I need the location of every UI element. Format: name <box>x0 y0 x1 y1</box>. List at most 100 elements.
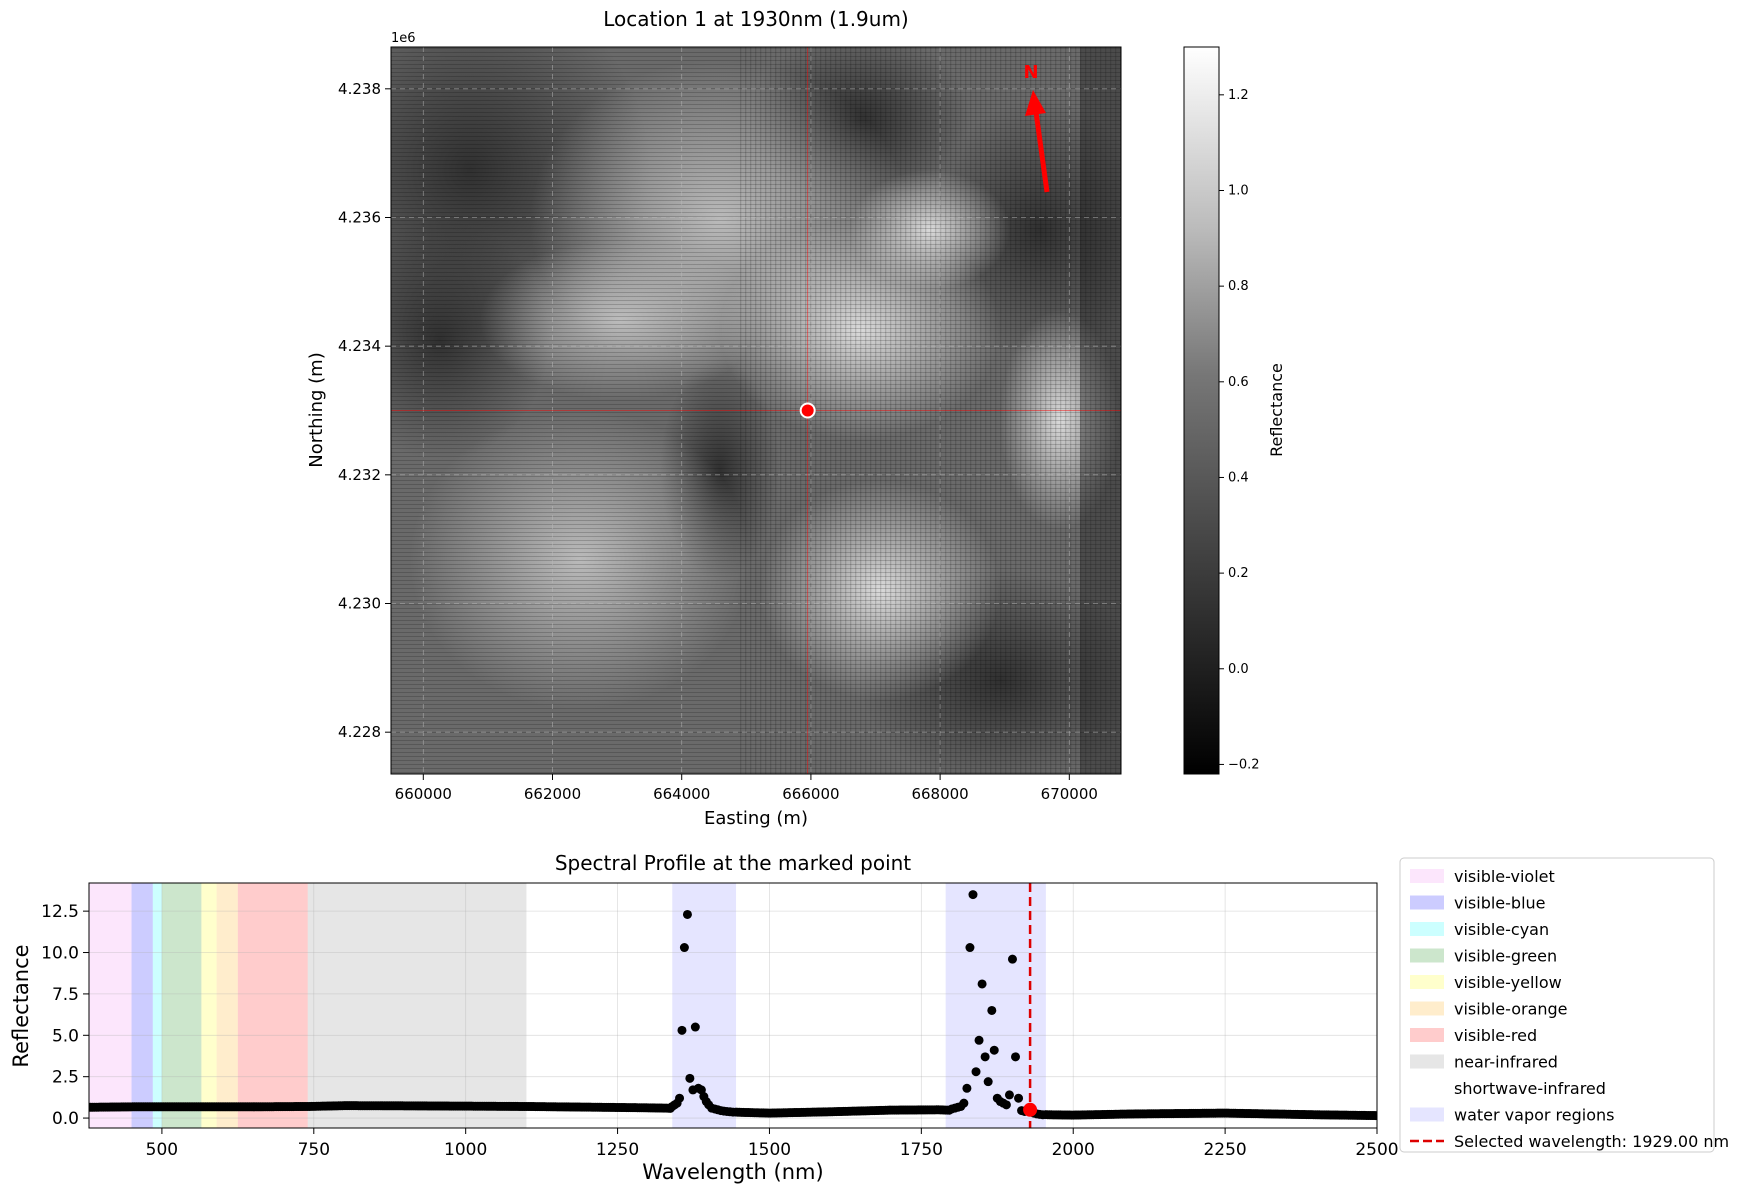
spectral-point <box>690 1022 700 1032</box>
legend-label: visible-cyan <box>1454 920 1549 939</box>
marked-point <box>799 402 816 419</box>
spectral-legend: visible-violet visible-blue visible-cyan vi… <box>1399 857 1729 1153</box>
band-visible-cyan <box>152 883 162 1128</box>
spectral-y-tick-label: 12.5 <box>41 902 79 922</box>
legend-item: visible-orange <box>1410 1000 1568 1019</box>
legend-item: shortwave-infrared <box>1410 1079 1606 1098</box>
spectral-x-tick-label: 2500 <box>1355 1140 1398 1160</box>
legend-swatch <box>1410 1081 1444 1095</box>
spectral-point <box>1001 1100 1011 1110</box>
spectral-points <box>89 890 1377 1121</box>
spectral-point <box>679 943 689 953</box>
spectral-x-tick-label: 750 <box>298 1140 330 1160</box>
map-y-tick-label: 4.230 <box>338 595 381 613</box>
colorbar-tick-label: 0.0 <box>1228 662 1249 677</box>
spectral-point <box>1371 1111 1377 1121</box>
spectral-x-tick-label: 1750 <box>900 1140 943 1160</box>
legend-item: near-infrared <box>1410 1053 1558 1072</box>
spectral-x-tick-label: 2250 <box>1203 1140 1246 1160</box>
map-x-tick-label: 662000 <box>524 785 581 803</box>
spectral-point <box>685 1073 695 1083</box>
spectral-point <box>675 1093 685 1103</box>
map-y-tick-label: 4.236 <box>338 208 381 226</box>
colorbar-label: Reflectance <box>1267 363 1286 457</box>
spectral-point <box>980 1052 990 1062</box>
colorbar-gradient <box>1183 46 1220 775</box>
selected-point <box>1023 1102 1038 1117</box>
colorbar: −0.2 0.0 0.2 0.4 0.6 0.8 1.0 1.2 Reflectance <box>1183 46 1286 775</box>
spectral-point <box>971 1067 981 1077</box>
legend-item: Selected wavelength: 1929.00 nm <box>1410 1132 1729 1151</box>
spectral-point <box>974 1035 984 1045</box>
colorbar-tick-label: 0.2 <box>1228 566 1249 581</box>
colorbar-tick-label: 0.6 <box>1228 375 1249 390</box>
map-y-tick-label: 4.234 <box>338 337 381 355</box>
spectral-point <box>962 1083 972 1093</box>
north-arrow: N <box>1023 62 1050 193</box>
spectral-point <box>959 1098 969 1108</box>
map-frame <box>390 46 1122 775</box>
band-shortwave-infrared <box>526 883 1377 1128</box>
spectral-point <box>987 1005 997 1015</box>
colorbar-ticks: −0.2 0.0 0.2 0.4 0.6 0.8 1.0 1.2 <box>1219 88 1260 772</box>
spectral-frame <box>88 882 1378 1129</box>
legend-swatch <box>1410 1054 1444 1069</box>
map-x-ticks: 660000 662000 664000 666000 668000 670000 <box>395 774 1098 803</box>
spectral-point <box>1014 1093 1024 1103</box>
map-y-tick-label: 4.228 <box>338 723 381 741</box>
legend-label: water vapor regions <box>1454 1106 1615 1125</box>
spectral-point <box>728 1107 738 1117</box>
map-chart: Location 1 at 1930nm (1.9um) <box>306 7 1286 829</box>
spectral-point <box>965 943 975 953</box>
north-label: N <box>1023 62 1038 83</box>
spectral-x-tick-label: 2000 <box>1052 1140 1095 1160</box>
legend-item: visible-blue <box>1410 894 1546 913</box>
legend-label: visible-red <box>1454 1026 1537 1045</box>
legend-item: water vapor regions <box>1410 1106 1615 1125</box>
band-visible-yellow <box>201 883 217 1128</box>
spectral-y-tick-label: 5.0 <box>52 1026 79 1046</box>
legend-label: visible-green <box>1454 947 1557 966</box>
spectral-title: Spectral Profile at the marked point <box>555 851 911 875</box>
legend-label: visible-blue <box>1454 894 1546 913</box>
map-image <box>391 47 1121 774</box>
spectral-x-ticks: 500 750 1000 1250 1500 1750 2000 2250 2500 <box>146 1128 1399 1160</box>
spectral-point <box>677 1025 687 1035</box>
spectral-x-tick-label: 500 <box>146 1140 178 1160</box>
band-near-infrared <box>307 883 527 1128</box>
legend-swatch <box>1410 975 1444 989</box>
map-y-offset: 1e6 <box>391 31 416 46</box>
map-y-tick-label: 4.232 <box>338 466 381 484</box>
spectral-bands <box>89 883 1377 1128</box>
legend-item: visible-yellow <box>1410 973 1562 992</box>
spectral-y-tick-label: 2.5 <box>52 1068 79 1088</box>
legend-item: visible-cyan <box>1410 920 1549 939</box>
spectral-point <box>983 1077 993 1087</box>
band-visible-orange <box>216 883 238 1128</box>
map-x-tick-label: 664000 <box>653 785 710 803</box>
legend-item: visible-green <box>1410 947 1557 966</box>
spectral-y-tick-label: 7.5 <box>52 985 79 1005</box>
map-xlabel: Easting (m) <box>704 808 808 829</box>
map-x-tick-label: 668000 <box>911 785 968 803</box>
spectral-grid <box>89 883 1377 1128</box>
colorbar-tick-label: 1.2 <box>1228 88 1249 103</box>
spectral-point <box>1007 954 1017 964</box>
map-x-tick-label: 660000 <box>395 785 452 803</box>
legend-item: visible-red <box>1410 1026 1537 1045</box>
map-y-tick-label: 4.238 <box>338 80 381 98</box>
legend-swatch <box>1410 1001 1444 1016</box>
map-y-ticks: 4.228 4.230 4.232 4.234 4.236 4.238 <box>338 80 391 741</box>
spectral-point <box>977 979 987 989</box>
colorbar-tick-label: 1.0 <box>1228 183 1249 198</box>
band-visible-blue <box>131 883 153 1128</box>
legend-swatch <box>1410 948 1444 963</box>
map-ylabel: Northing (m) <box>306 352 327 467</box>
spectral-y-tick-label: 0.0 <box>52 1109 79 1129</box>
spectral-point <box>1004 1090 1014 1100</box>
legend-label: near-infrared <box>1454 1053 1558 1072</box>
legend-label: Selected wavelength: 1929.00 nm <box>1454 1132 1729 1151</box>
colorbar-tick-label: 0.8 <box>1228 279 1249 294</box>
map-title: Location 1 at 1930nm (1.9um) <box>603 7 908 31</box>
legend-swatch <box>1410 895 1444 910</box>
